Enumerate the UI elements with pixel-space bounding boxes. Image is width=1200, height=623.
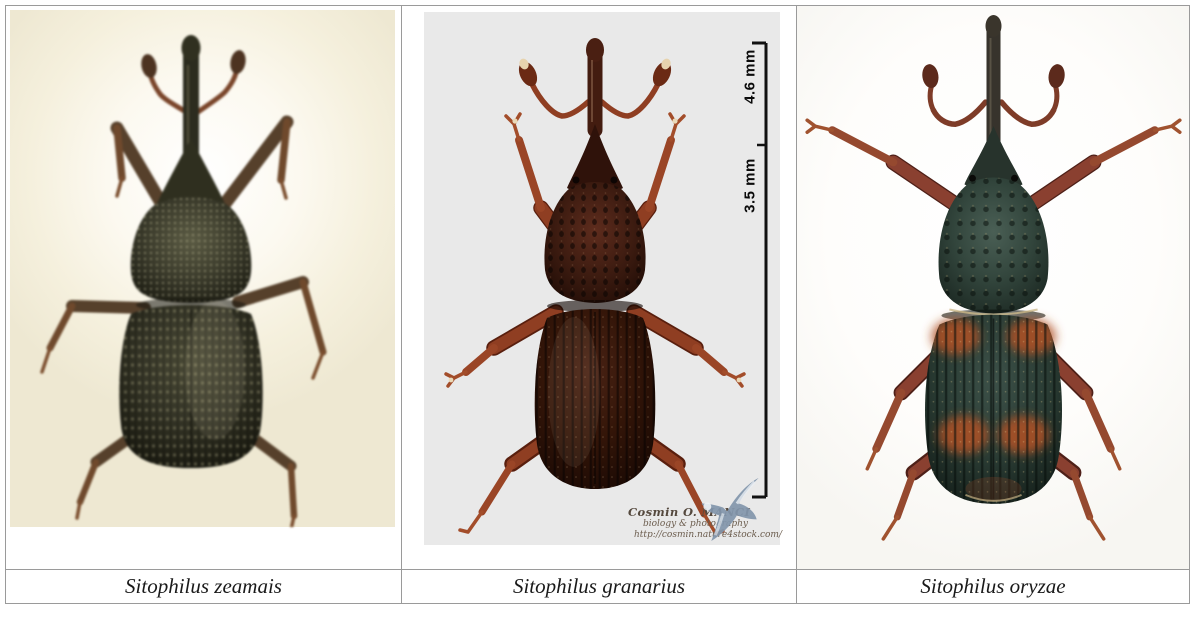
caption-zeamais: Sitophilus zeamais xyxy=(6,569,402,603)
eye xyxy=(572,176,580,184)
rostrum xyxy=(586,38,604,138)
pronotum xyxy=(544,182,646,303)
caption-text: Sitophilus oryzae xyxy=(920,574,1066,598)
eye xyxy=(968,174,976,182)
scale-bar xyxy=(752,41,768,499)
zeamais-photo xyxy=(10,10,395,527)
caption-text: Sitophilus zeamais xyxy=(125,574,282,598)
panel-granarius: 4.6 mm 3.5 mm Cosmin O. MANCI biology & … xyxy=(402,6,797,569)
elytra xyxy=(534,309,656,489)
watermark-tagline: biology & photography xyxy=(643,519,749,529)
elytra xyxy=(925,314,1062,504)
beetle-image-zeamais xyxy=(40,35,327,527)
scale-label-partial: 3.5 mm xyxy=(741,158,759,213)
granarius-photo: 4.6 mm 3.5 mm Cosmin O. MANCI biology & … xyxy=(424,12,782,545)
waist-line xyxy=(949,308,1038,316)
caption-oryzae: Sitophilus oryzae xyxy=(797,569,1189,603)
waist-shadow xyxy=(547,300,643,312)
pronotum xyxy=(938,177,1049,314)
panel-oryzae xyxy=(797,6,1189,569)
elytra xyxy=(119,300,263,468)
caption-text: Sitophilus granarius xyxy=(512,574,686,598)
scale-label-total: 4.6 mm xyxy=(741,49,759,104)
antennae xyxy=(141,50,246,115)
head xyxy=(156,138,226,215)
oryzae-photo xyxy=(797,6,1189,569)
caption-granarius: Sitophilus granarius xyxy=(402,569,797,603)
bird-watermark-icon xyxy=(701,477,759,542)
legs xyxy=(40,115,327,527)
beetle-image-granarius xyxy=(444,38,746,536)
watermark-url: http://cosmin.nature4stock.com/ xyxy=(634,530,782,540)
beetle-image-oryzae xyxy=(805,15,1182,541)
eye xyxy=(1011,174,1019,182)
panel-zeamais xyxy=(6,6,402,569)
antennae xyxy=(922,64,1065,127)
species-comparison-table: 4.6 mm 3.5 mm Cosmin O. MANCI biology & … xyxy=(5,5,1190,604)
antennae xyxy=(518,58,672,119)
pronotum xyxy=(130,197,252,303)
eye xyxy=(610,176,618,184)
